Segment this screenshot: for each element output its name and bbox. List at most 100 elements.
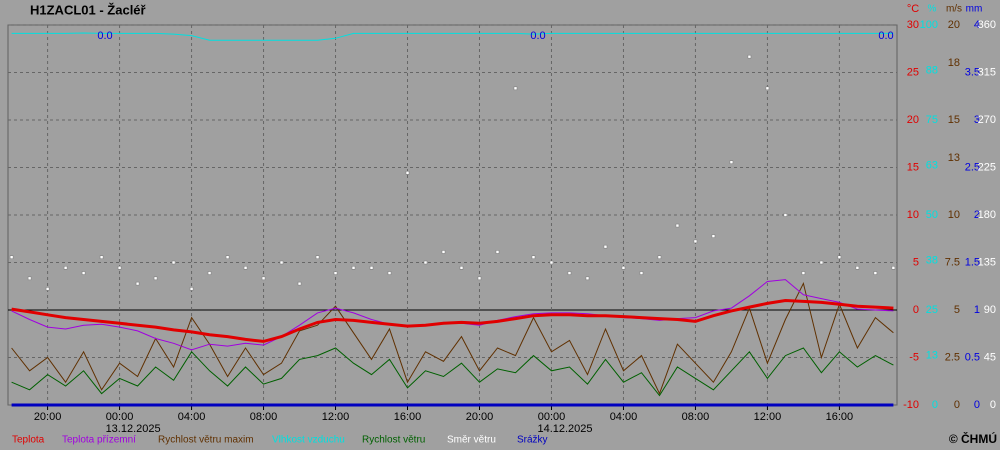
axis-tick-label: 15 [948,114,960,126]
copyright: © ČHMÚ [949,431,997,446]
axis-tick-label: 25 [926,304,938,316]
direction-dot [63,266,68,270]
date-label: 14.12.2025 [537,423,592,435]
axis-tick-label: 315 [978,66,996,78]
axis-tick-label: 1.5 [965,256,980,268]
direction-dot [333,271,338,275]
axis-tick-label: 135 [978,256,996,268]
direction-dot [351,266,356,270]
axis-tick-label: 75 [926,114,938,126]
x-tick-label: 20:00 [466,411,494,423]
x-tick-label: 04:00 [610,411,638,423]
y-tick-label: 10 [907,209,919,221]
precip-label: 0.0 [97,30,112,42]
direction-dot [117,266,122,270]
y-tick-label: 15 [907,161,919,173]
legend-entry: Teplota [12,435,45,446]
direction-dot [261,276,266,281]
x-tick-label: 16:00 [826,411,854,423]
direction-dot [873,271,878,275]
axis-tick-label: 4 [974,19,980,31]
direction-dot [99,255,104,259]
direction-dot [441,250,446,254]
series-line [11,32,894,41]
y-tick-label: -5 [909,351,919,363]
y-tick-label: 5 [913,256,919,268]
axis-tick-label: 3 [974,114,980,126]
axis-tick-label: 0 [974,399,980,411]
x-tick-label: 08:00 [250,411,278,423]
x-tick-label: 08:00 [682,411,710,423]
axis-tick-label: 270 [978,114,996,126]
direction-dot [603,244,608,249]
axis-tick-label: 2.5 [965,161,980,173]
axis-tick-label: 13 [926,350,938,362]
direction-dot [747,54,752,59]
direction-dot [369,266,374,270]
series-line [11,347,894,397]
axis-tick-label: 20 [948,19,960,31]
axis-tick-label: 18 [948,57,960,69]
axis-tick-label: 63 [926,160,938,172]
axis-tick-label: 10 [948,209,960,221]
axis-tick-label: 3.5 [965,66,980,78]
axis-tick-label: 100 [920,19,938,31]
y-tick-label: 20 [907,114,919,126]
y-unit: °C [907,3,919,15]
axis-tick-label: 2.5 [945,351,960,363]
direction-dot [729,160,734,164]
legend-entry: Směr větru [447,435,496,446]
x-tick-label: 16:00 [394,411,422,423]
x-tick-label: 12:00 [322,411,350,423]
direction-dot [639,271,644,275]
axis-tick-label: 0 [932,399,938,411]
axis-tick-label: 7.5 [945,256,960,268]
direction-dot [153,276,158,281]
series-line [11,298,894,343]
legend-entry: Rychlost větru [362,435,425,446]
x-tick-label: 12:00 [754,411,782,423]
axis-tick-label: 88 [926,65,938,77]
direction-dot [657,255,662,259]
y-tick-label: 0 [913,304,919,316]
direction-dot [297,281,302,286]
direction-dot [585,276,590,281]
axis-tick-label: 1 [974,304,980,316]
direction-dot [45,287,50,291]
precip-label: 0.0 [878,30,893,42]
direction-dot [81,271,86,275]
legend-entry: Teplota přízemní [62,435,136,446]
direction-dot [477,276,482,281]
precip-label: 0.0 [530,30,545,42]
direction-dot [225,255,230,259]
axis-tick-label: 225 [978,161,996,173]
direction-dot [315,255,320,259]
date-label: 13.12.2025 [106,423,161,435]
direction-dot [243,266,248,270]
direction-dot [783,213,788,217]
legend-entry: Srážky [517,435,548,446]
direction-dot [855,266,860,270]
y-tick-label: -10 [903,399,919,411]
direction-dot [621,266,626,270]
axis-tick-label: 0 [954,399,960,411]
direction-dot [279,260,284,265]
direction-dot [801,271,806,275]
axis-tick-label: 13 [948,152,960,164]
y-tick-label: 30 [907,19,919,31]
axis-tick-label: 45 [984,351,996,363]
direction-dot [171,260,176,265]
direction-dot [567,271,572,275]
y-tick-label: 25 [907,66,919,78]
direction-dot [837,255,842,259]
axis-unit: m/s [946,4,962,15]
axis-tick-label: 180 [978,209,996,221]
direction-dot [549,260,554,265]
direction-dot [819,260,824,265]
x-tick-label: 04:00 [178,411,206,423]
direction-dot [207,271,212,275]
axis-tick-label: 38 [926,255,938,267]
direction-dot [675,223,680,228]
axis-unit: % [928,4,937,15]
direction-dot [891,266,896,270]
